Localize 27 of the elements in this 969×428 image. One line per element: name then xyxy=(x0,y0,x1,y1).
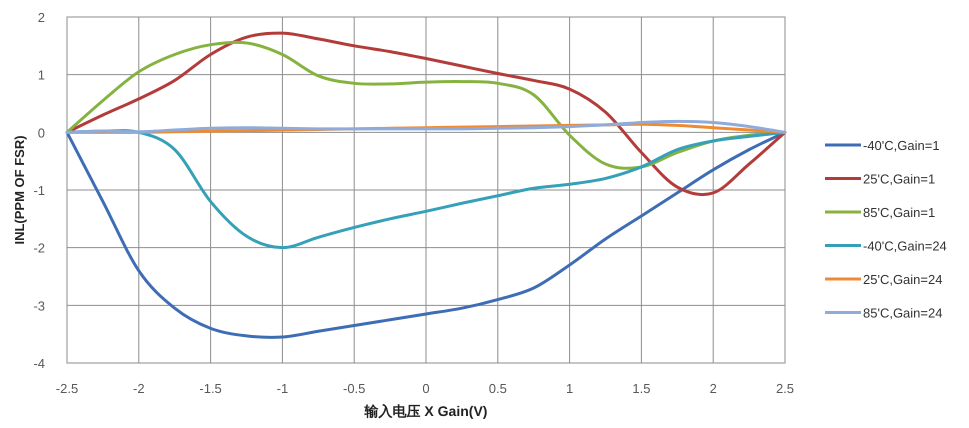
x-tick-label: -1.5 xyxy=(199,381,222,396)
y-tick-label: 1 xyxy=(38,68,45,83)
y-tick-label: -3 xyxy=(33,298,45,314)
legend-label: 85'C,Gain=1 xyxy=(863,205,936,220)
legend-label: 85'C,Gain=24 xyxy=(863,306,942,320)
x-tick-label: -2.5 xyxy=(56,381,78,396)
legend-label: 25'C,Gain=24 xyxy=(863,272,942,287)
y-tick-label: -4 xyxy=(33,356,45,371)
y-tick-label: 2 xyxy=(38,10,45,25)
x-tick-label: 0.5 xyxy=(488,381,507,396)
x-tick-label: -1 xyxy=(276,381,288,396)
y-tick-label: -1 xyxy=(33,183,45,198)
legend-label: -40'C,Gain=1 xyxy=(863,138,940,153)
x-axis-title: 输入电压 X Gain(V) xyxy=(364,403,488,419)
x-tick-label: 0 xyxy=(422,381,430,396)
x-tick-label: 2 xyxy=(710,381,717,396)
y-tick-label: -2 xyxy=(33,240,45,256)
y-axis-title: INL(PPM OF FSR) xyxy=(12,135,27,245)
x-tick-label: 1 xyxy=(566,381,574,396)
legend-label: 25'C,Gain=1 xyxy=(863,172,936,186)
line-series xyxy=(66,120,786,134)
legend-label: -40'C,Gain=24 xyxy=(863,238,947,254)
y-tick-label: 0 xyxy=(38,125,45,140)
x-tick-label: -0.5 xyxy=(342,381,366,396)
x-tick-label: 2.5 xyxy=(776,381,794,396)
x-tick-label: 1.5 xyxy=(632,381,650,396)
x-tick-label: -2 xyxy=(133,381,145,396)
